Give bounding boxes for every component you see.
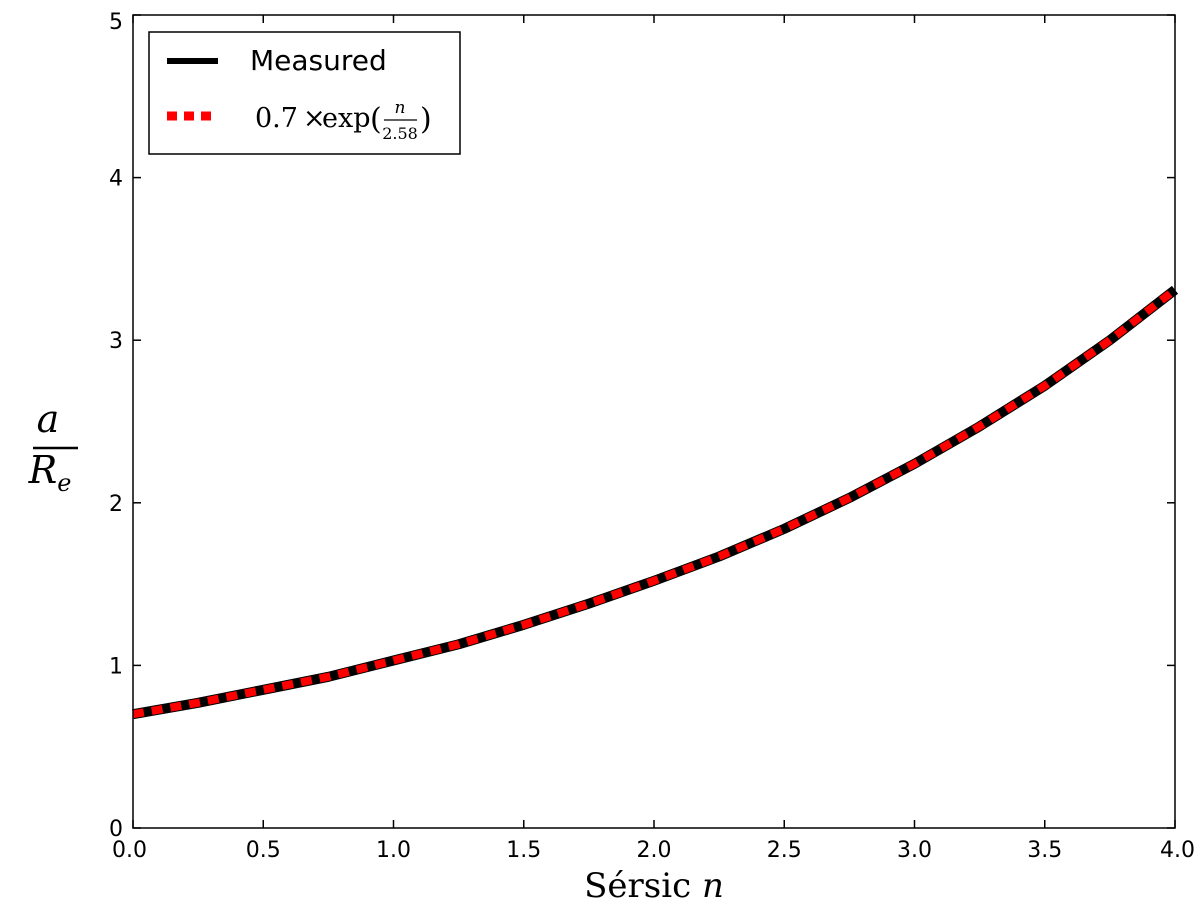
legend-fit-func: exp	[322, 103, 371, 134]
legend-fit-frac-num: n	[395, 98, 406, 118]
x-axis-title: Sérsic n	[584, 866, 724, 906]
legend-fit-label: 0.7 × exp ( n 2.58 )	[255, 98, 432, 143]
y-axis-title: a Re	[28, 397, 78, 497]
series-layer	[132, 285, 1179, 720]
x-tick-label: 0.0	[112, 838, 147, 863]
x-tick-label: 1.0	[376, 838, 411, 863]
plot-frame	[132, 14, 1176, 829]
y-tick-label: 3	[109, 329, 123, 354]
x-tick-label: 3.5	[1027, 838, 1062, 863]
y-tick-label: 5	[109, 10, 123, 35]
x-tick-label: 0.5	[246, 838, 281, 863]
y-tick-label: 1	[109, 654, 123, 679]
ticks-layer: 0.0 0.5 1.0 1.5 2.0 2.5 3.0 3.5 4.0 0 1 2 3 4 5	[109, 10, 1195, 863]
legend-fit-lparen: (	[370, 102, 382, 137]
y-tick-label: 0	[109, 817, 123, 842]
y-tick-label: 4	[109, 167, 123, 192]
y-axis-title-denominator: Re	[28, 448, 72, 497]
y-axis-title-numerator: a	[37, 397, 60, 441]
legend: Measured 0.7 × exp ( n 2.58 )	[148, 31, 461, 155]
legend-measured-label: Measured	[250, 44, 387, 77]
legend-fit-times: ×	[303, 103, 326, 134]
legend-box	[148, 31, 461, 155]
legend-fit-rparen: )	[420, 102, 432, 137]
x-tick-label: 2.5	[767, 838, 802, 863]
y-tick-label: 2	[109, 492, 123, 517]
x-tick-label: 1.5	[506, 838, 541, 863]
x-tick-label: 2.0	[637, 838, 672, 863]
legend-fit-coef: 0.7	[255, 103, 298, 134]
x-tick-label: 4.0	[1160, 838, 1195, 863]
legend-fit-frac-den: 2.58	[382, 124, 418, 143]
x-tick-label: 3.0	[897, 838, 932, 863]
series-line-fit	[132, 286, 1178, 719]
